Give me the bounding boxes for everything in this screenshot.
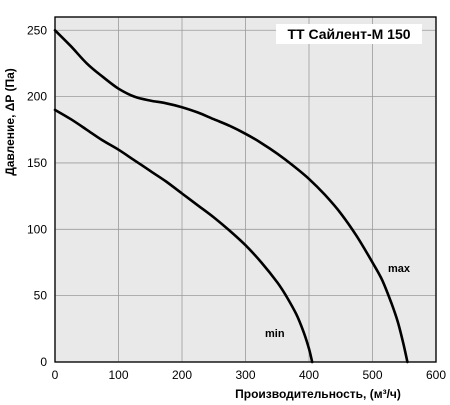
x-tick-label: 300 <box>235 368 255 382</box>
series-group <box>53 29 409 364</box>
y-tick-label: 0 <box>40 355 47 369</box>
y-tick-label: 150 <box>27 156 47 170</box>
label-bg-max <box>384 261 414 275</box>
x-tick-label: 500 <box>362 368 382 382</box>
y-tick-label: 100 <box>27 222 47 236</box>
x-tick-label: 0 <box>52 368 59 382</box>
x-tick-label: 100 <box>108 368 128 382</box>
label-bg-min <box>262 326 288 340</box>
series-line-min <box>53 108 314 364</box>
y-tick-label: 200 <box>27 90 47 104</box>
x-tick-label: 600 <box>426 368 446 382</box>
title-box <box>276 24 422 44</box>
x-tick-label: 200 <box>172 368 192 382</box>
y-tick-label: 250 <box>27 23 47 37</box>
series-line-max <box>53 29 409 364</box>
grid <box>54 16 437 363</box>
tick-labels: 0 100 200 300 400 500 600 0 50 100 150 200 250 <box>27 23 446 382</box>
plot-border <box>54 16 437 363</box>
y-tick-label: 50 <box>34 289 48 303</box>
chart-title: ТТ Сайлент-М 150 <box>287 26 410 42</box>
x-tick-label: 400 <box>299 368 319 382</box>
series-label-min: min <box>265 328 285 340</box>
y-axis-title: Давление, ΔP (Па) <box>3 68 17 176</box>
series-label-max: max <box>388 263 411 275</box>
x-axis-title: Производительность, (м³/ч) <box>235 387 401 401</box>
